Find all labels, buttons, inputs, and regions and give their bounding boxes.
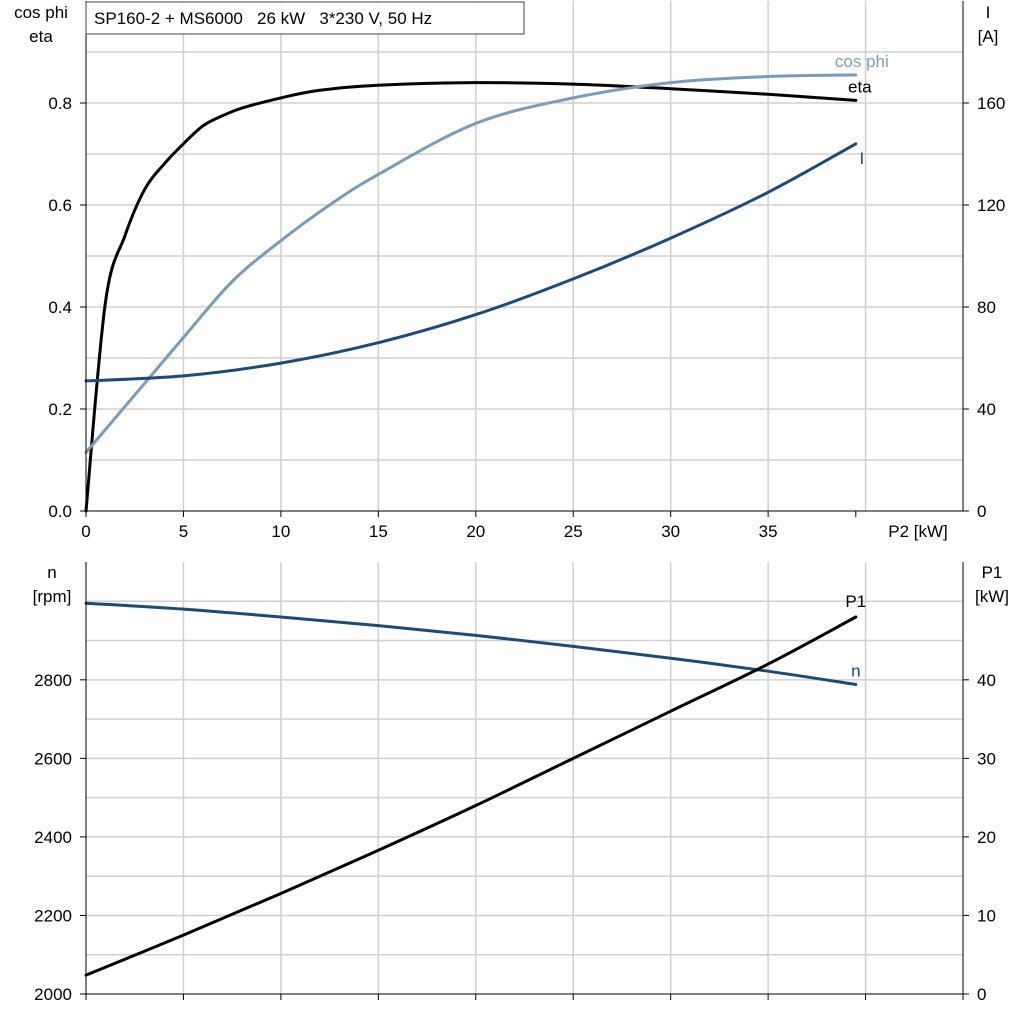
- bottom-frame: [85, 562, 964, 995]
- x-tick-label: 5: [179, 522, 188, 541]
- series-line-eta: [84, 81, 858, 513]
- right-tick-label: 40: [977, 400, 996, 419]
- left-tick-label: 0.8: [48, 94, 72, 113]
- bottom-left-ylabel-line2: [rpm]: [33, 587, 72, 606]
- right-tick-label: 0: [977, 985, 986, 1004]
- right-tick-label: 160: [977, 94, 1005, 113]
- left-tick-label: 2800: [34, 671, 72, 690]
- top-xlabel: P2 [kW]: [888, 522, 948, 541]
- top-left-ylabel-line2: eta: [29, 27, 53, 46]
- series-label-eta: eta: [848, 77, 872, 96]
- top-ticks: 0.0 0.2 0.4 0.6 0.8 0 40 80 120 160 0 5 10 15 20 25 30 35: [48, 94, 1005, 541]
- x-tick-label: 30: [661, 522, 680, 541]
- right-tick-label: 0: [977, 502, 986, 521]
- bottom-series: n P1: [84, 592, 866, 977]
- x-tick-label: 15: [369, 522, 388, 541]
- bottom-grid: [86, 562, 963, 994]
- left-tick-label: 0.4: [48, 298, 72, 317]
- x-tick-label: 10: [271, 522, 290, 541]
- top-frame: [85, 1, 964, 512]
- left-tick-label: 0.2: [48, 400, 72, 419]
- right-tick-label: 10: [977, 906, 996, 925]
- left-tick-label: 2000: [34, 985, 72, 1004]
- bottom-right-ylabel-line2: [kW]: [975, 587, 1009, 606]
- left-tick-label: 0.0: [48, 502, 72, 521]
- series-label-cos-phi: cos phi: [835, 52, 889, 71]
- bottom-ticks: 2000 2200 2400 2600 2800 0 10 20 30 40: [34, 671, 996, 1004]
- x-tick-label: 0: [81, 522, 90, 541]
- series-line-cos-phi: [84, 73, 858, 454]
- series-label-n: n: [851, 662, 860, 681]
- title-box-frame: [85, 1, 525, 35]
- top-right-ylabel-line2: [A]: [978, 27, 999, 46]
- top-title-box: SP160-2 + MS6000 26 kW 3*230 V, 50 Hz: [85, 1, 525, 35]
- left-tick-label: 0.6: [48, 196, 72, 215]
- left-tick-label: 2200: [34, 906, 72, 925]
- right-tick-label: 120: [977, 196, 1005, 215]
- left-tick-label: 2400: [34, 828, 72, 847]
- bottom-left-ylabel-line1: n: [47, 563, 56, 582]
- bottom-panel: n P1 2000 2200 2400 2600 2800 0 10 20 30 40 n [rpm…: [33, 562, 1009, 1004]
- right-tick-label: 80: [977, 298, 996, 317]
- x-tick-label: 20: [466, 522, 485, 541]
- top-panel: eta cos phi I 0.0 0.2 0.4 0.6 0.8 0 40 80 120 160 0 5…: [14, 1, 1005, 541]
- top-left-ylabel-line1: cos phi: [14, 3, 68, 22]
- series-label-i: I: [859, 149, 864, 168]
- top-right-ylabel-line1: I: [986, 3, 991, 22]
- right-tick-label: 40: [977, 671, 996, 690]
- left-tick-label: 2600: [34, 749, 72, 768]
- series-line-n: [84, 601, 858, 686]
- x-tick-label: 35: [759, 522, 778, 541]
- series-label-p1: P1: [845, 592, 866, 611]
- series-line-i: [84, 142, 858, 383]
- right-tick-label: 20: [977, 828, 996, 847]
- series-line-p1: [84, 615, 858, 977]
- bottom-right-ylabel-line1: P1: [982, 563, 1003, 582]
- top-series: eta cos phi I: [84, 52, 889, 513]
- chart-title: SP160-2 + MS6000 26 kW 3*230 V, 50 Hz: [94, 9, 432, 28]
- x-tick-label: 25: [564, 522, 583, 541]
- right-tick-label: 30: [977, 749, 996, 768]
